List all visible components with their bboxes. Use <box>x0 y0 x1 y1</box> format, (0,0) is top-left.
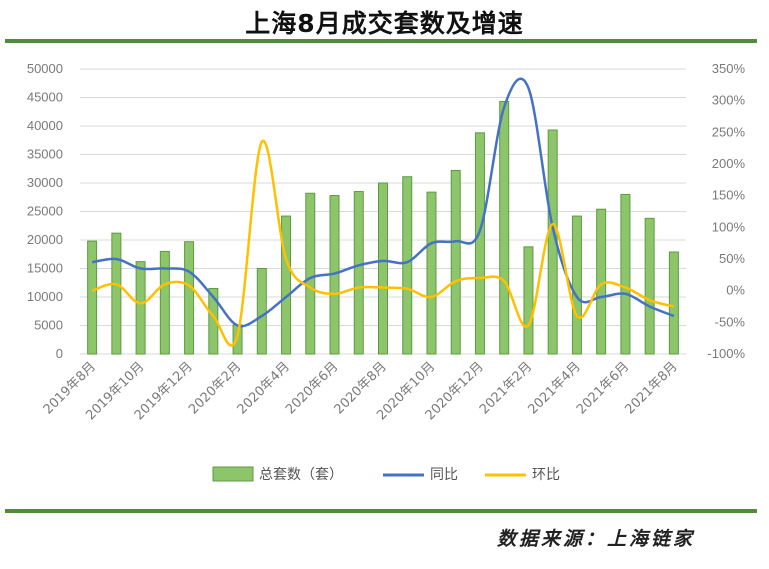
mom-line <box>91 139 675 347</box>
title-divider <box>5 39 757 43</box>
y-left-tick-label: 15000 <box>27 261 63 276</box>
legend-label-total: 总套数（套） <box>259 467 343 483</box>
bar <box>620 193 631 355</box>
y-right-tick-label: -100% <box>707 346 745 361</box>
bar <box>353 191 364 355</box>
y-right-tick-label: 50% <box>719 251 745 266</box>
y-left-tick-label: 20000 <box>27 232 63 247</box>
bar <box>378 182 388 355</box>
bar <box>450 169 461 355</box>
chart-title: 上海8月成交套数及增速 <box>245 9 524 38</box>
y-left-tick-label: 0 <box>56 346 63 361</box>
bar <box>305 192 316 355</box>
bar <box>159 250 170 355</box>
bar <box>402 176 413 355</box>
y-left-tick-label: 40000 <box>27 118 63 133</box>
bar <box>135 261 146 355</box>
y-left-tick-label: 30000 <box>27 175 63 190</box>
y-left-tick-label: 25000 <box>27 204 63 219</box>
footer-divider <box>5 509 757 513</box>
gridlines <box>80 68 686 355</box>
chart-legend: 总套数（套） 同比 环比 <box>212 466 560 483</box>
bar <box>111 232 122 355</box>
bar <box>474 132 485 355</box>
y-right-tick-label: 100% <box>712 219 746 234</box>
data-source-note: 数据来源：上海链家 <box>497 528 696 550</box>
y-right-tick-label: 250% <box>712 124 746 139</box>
y-right-tick-label: 300% <box>712 93 746 108</box>
bar <box>644 217 655 355</box>
bar <box>596 208 607 355</box>
bar-series <box>87 100 679 355</box>
x-axis-ticks: 2019年8月2019年10月2019年12月2020年2月2020年4月202… <box>41 359 681 423</box>
bar <box>523 246 534 355</box>
bar <box>184 241 195 355</box>
bar <box>87 240 98 355</box>
y-right-tick-label: 200% <box>712 156 746 171</box>
legend-swatch-total <box>212 466 254 482</box>
bar <box>571 215 582 355</box>
bar <box>426 191 437 355</box>
bar <box>281 215 292 355</box>
right-axis-ticks: -100% -50% 0% 50% 100% 150% 200% 250% 300% 350% <box>707 61 745 361</box>
legend-label-mom: 环比 <box>532 467 560 483</box>
x-tick-label: 2021年8月 <box>622 359 680 417</box>
bar <box>499 100 510 355</box>
y-right-tick-label: 350% <box>712 61 746 76</box>
legend-label-yoy: 同比 <box>430 467 458 483</box>
yoy-line <box>91 77 675 328</box>
y-right-tick-label: 0% <box>726 283 745 298</box>
y-right-tick-label: -50% <box>715 314 746 329</box>
y-left-tick-label: 5000 <box>34 318 63 333</box>
y-left-tick-label: 10000 <box>27 289 63 304</box>
y-left-tick-label: 45000 <box>27 90 63 105</box>
bar <box>668 251 679 355</box>
line-series <box>91 77 675 347</box>
y-right-tick-label: 150% <box>712 188 746 203</box>
y-left-tick-label: 50000 <box>27 61 63 76</box>
y-left-tick-label: 35000 <box>27 147 63 162</box>
left-axis-ticks: 0 5000 10000 15000 20000 25000 30000 35000 40000… <box>27 61 63 361</box>
bar <box>256 268 267 355</box>
